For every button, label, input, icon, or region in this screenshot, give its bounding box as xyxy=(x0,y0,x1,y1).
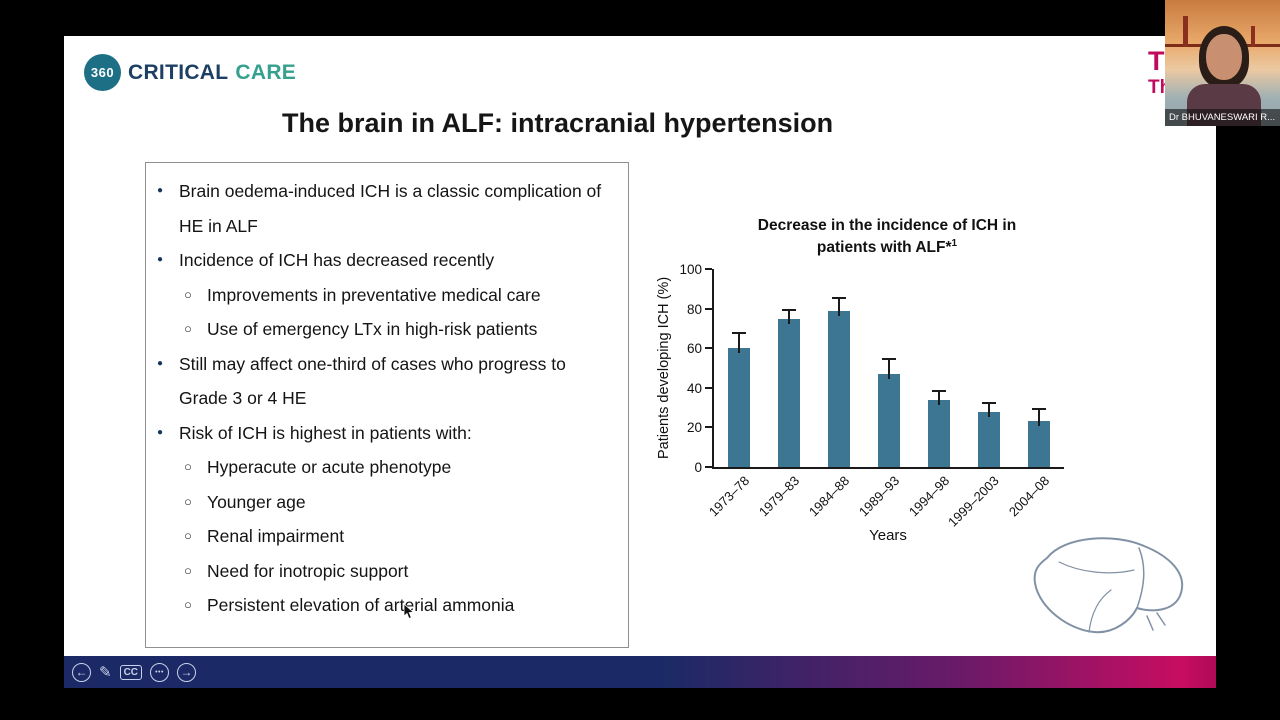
bar-chart: Decrease in the incidence of ICH in pati… xyxy=(652,216,1192,544)
bridge-tower xyxy=(1183,16,1188,47)
chart-y-axis-label: Patients developing ICH (%) xyxy=(656,276,672,460)
error-bar xyxy=(782,308,796,324)
bullet-subitem: Improvements in preventative medical car… xyxy=(146,278,616,313)
presenter-webcam-video[interactable]: Dr BHUVANESWARI R... xyxy=(1165,0,1280,126)
logo-word-care: CARE xyxy=(235,60,297,84)
chart-title: Decrease in the incidence of ICH in pati… xyxy=(757,217,1017,257)
chart-x-axis-label: Years xyxy=(869,527,907,544)
bar-slot xyxy=(764,269,814,467)
bar xyxy=(778,318,800,467)
error-bar xyxy=(832,296,846,316)
error-bar xyxy=(732,332,746,353)
bar-slot xyxy=(964,269,1014,467)
logo-360-icon: 360 xyxy=(84,54,121,91)
bullet-subitem: Persistent elevation of arterial ammonia xyxy=(146,588,616,623)
y-tick-label: 0 xyxy=(694,460,702,475)
chart-title-superscript: 1 xyxy=(951,237,958,249)
y-tick-label: 20 xyxy=(686,420,702,436)
x-tick-cell: 2004–08 xyxy=(1006,469,1064,527)
y-tick-mark xyxy=(705,426,712,429)
bullet-item: Incidence of ICH has decreased recently xyxy=(146,243,609,278)
logo-wordmark: CRITICAL CARE xyxy=(128,61,296,85)
previous-slide-button[interactable]: ← xyxy=(72,662,91,682)
bullet-subitem: Use of emergency LTx in high-risk patien… xyxy=(146,312,616,347)
bar xyxy=(928,399,950,467)
bullet-subitem: Hyperacute or acute phenotype xyxy=(146,450,616,485)
more-options-button[interactable]: ••• xyxy=(150,662,170,682)
error-bar xyxy=(882,358,896,379)
x-tick-cell: 1999–2003 xyxy=(945,469,1014,530)
x-tick-cell: 1973–78 xyxy=(706,469,764,527)
bullet-item: Risk of ICH is highest in patients with: xyxy=(146,416,609,451)
y-tick-label: 80 xyxy=(686,301,702,317)
presentation-slide: 360 CRITICAL CARE T Th The brain in ALF:… xyxy=(64,36,1216,656)
bar-slot xyxy=(1014,269,1064,467)
mouse-cursor xyxy=(403,603,416,625)
y-tick-mark xyxy=(705,466,712,468)
x-tick-cell: 1979–83 xyxy=(756,469,814,527)
y-tick-mark xyxy=(705,268,712,270)
bar xyxy=(1028,421,1050,467)
slide-title: The brain in ALF: intracranial hypertens… xyxy=(282,108,834,138)
bar-slot xyxy=(814,269,864,467)
bar xyxy=(978,411,1000,467)
player-toolbar: ← ✎ CC ••• → xyxy=(64,656,1216,688)
error-bar xyxy=(932,389,946,405)
y-tick-mark xyxy=(705,386,712,389)
bar-slot xyxy=(864,269,914,467)
error-bar xyxy=(982,401,996,417)
logo-word-critical: CRITICAL xyxy=(128,60,229,84)
y-tick-mark xyxy=(705,347,712,350)
bridge-tower xyxy=(1251,26,1255,47)
x-tick-label: 1973–78 xyxy=(705,473,753,520)
x-tick-cell: 1984–88 xyxy=(806,469,864,527)
bullet-subitem: Need for inotropic support xyxy=(146,554,616,589)
bullet-list: Brain oedema-induced ICH is a classic co… xyxy=(146,163,628,623)
chart-plot-area xyxy=(712,269,1064,469)
bullet-subitem: Renal impairment xyxy=(146,519,616,554)
presenter-face xyxy=(1206,34,1242,80)
bullet-box: Brain oedema-induced ICH is a classic co… xyxy=(145,162,629,648)
bullet-subitem: Younger age xyxy=(146,485,616,520)
presenter-name-label: Dr BHUVANESWARI R... xyxy=(1165,109,1280,126)
error-bar xyxy=(1032,407,1046,427)
bar-slot xyxy=(914,269,964,467)
bar xyxy=(828,310,850,467)
closed-captions-button[interactable]: CC xyxy=(119,664,143,680)
annotate-pencil-button[interactable]: ✎ xyxy=(99,663,112,681)
y-tick-label: 60 xyxy=(686,341,702,357)
y-tick-label: 40 xyxy=(686,380,702,396)
y-tick-mark xyxy=(705,307,712,310)
bar xyxy=(728,348,750,467)
bar-slot xyxy=(714,269,764,467)
bar xyxy=(878,373,900,467)
liver-illustration xyxy=(1019,528,1189,648)
critical-care-logo: 360 CRITICAL CARE xyxy=(84,54,296,91)
bullet-item: Still may affect one-third of cases who … xyxy=(146,347,609,416)
chart-x-axis-ticks: 1973–78 1979–83 1984–88 1989–93 1994–98 1999–… xyxy=(706,469,1064,530)
y-tick-label: 100 xyxy=(679,262,702,277)
partial-logo-line1: T xyxy=(1148,46,1165,76)
next-slide-button[interactable]: → xyxy=(177,662,197,682)
x-tick-cell: 1989–93 xyxy=(856,469,914,527)
chart-y-axis-ticks: 0 20 40 60 80 100 xyxy=(676,262,712,475)
bullet-item: Brain oedema-induced ICH is a classic co… xyxy=(146,174,609,243)
